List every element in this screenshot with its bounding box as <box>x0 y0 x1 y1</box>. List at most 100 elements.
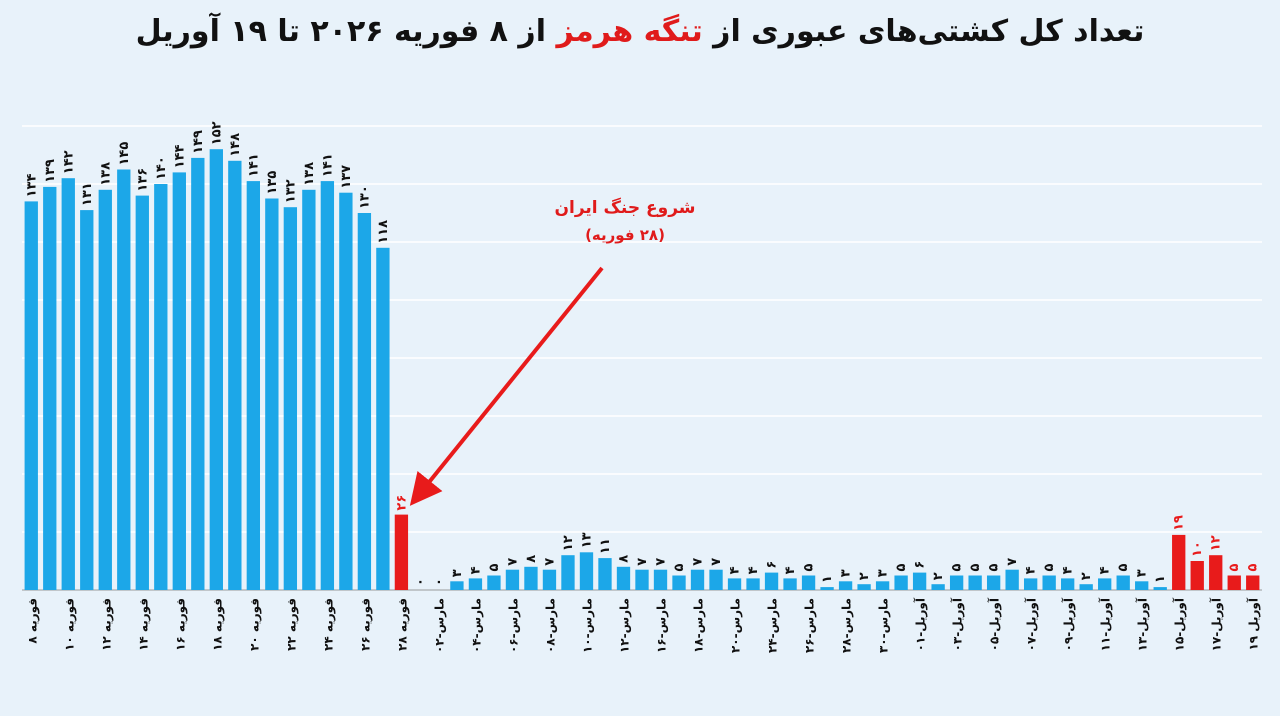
bar <box>746 578 760 590</box>
bar-value-label: ۱۴۸ <box>228 133 243 157</box>
bar <box>1023 578 1038 590</box>
bar <box>339 192 353 590</box>
bar <box>450 581 464 590</box>
bar-value-label: ۵ <box>487 564 502 572</box>
bar <box>61 178 75 590</box>
bar-value-label: ۱۳۹ <box>43 159 58 183</box>
bar <box>1042 575 1056 590</box>
bar-value-label: ۵ <box>950 564 965 572</box>
bar-value-label: ۱۳۴ <box>24 174 39 198</box>
bar <box>1246 575 1260 590</box>
bar-value-label: ۱۹ <box>1172 515 1187 531</box>
bar <box>1209 555 1223 590</box>
annotation-arrow <box>409 266 604 506</box>
bar <box>24 201 38 590</box>
bar-value-label: ۱۱ <box>598 538 613 554</box>
bar-value-label: ۱۵۲ <box>209 121 224 145</box>
bar <box>302 189 316 591</box>
bar-value-label: ۵ <box>672 564 687 572</box>
x-tick-label: ۱۵-آوریل <box>1172 597 1188 651</box>
bar <box>1227 575 1241 590</box>
annotation-line1: شروع جنگ ایران <box>554 198 696 218</box>
bar <box>690 569 705 590</box>
bar-value-label: ۵ <box>802 564 817 572</box>
bar <box>505 569 520 590</box>
bar-value-label: ۱۳۰ <box>357 185 372 209</box>
bar <box>265 198 279 590</box>
bar <box>968 575 982 590</box>
bar-value-label: ۳ <box>1135 569 1150 577</box>
bar <box>172 172 186 590</box>
bar-value-label: ۷ <box>709 558 724 566</box>
bar <box>135 195 149 590</box>
bar <box>1172 534 1186 590</box>
x-tick-label: ۱۷-آوریل <box>1209 597 1225 651</box>
bar-value-label: ۴ <box>1098 566 1113 574</box>
x-tick-label: ۱۸ فوریه <box>210 598 225 651</box>
x-tick-label: ۸ فوریه <box>25 598 40 644</box>
bar <box>875 581 890 590</box>
bar <box>561 555 575 590</box>
bar-value-label: ۸ <box>616 555 631 563</box>
bar <box>672 575 686 590</box>
bar-value-label: ۴ <box>1024 566 1039 574</box>
bar-value-label: ۳ <box>876 569 891 577</box>
bar <box>857 584 871 590</box>
bar <box>1079 584 1093 590</box>
bar-value-label: ۶ <box>765 561 780 569</box>
x-tick-label: ۲۲ فوریه <box>284 598 299 651</box>
x-tick-label: ۱۲-مارس <box>617 598 631 653</box>
x-tick-label: ۰۶-مارس <box>506 598 520 653</box>
bar-value-label: ۴ <box>728 566 743 574</box>
war-start-arrow <box>409 266 604 506</box>
title-part2: از ۸ فوریه ۲۰۲۶ تا ۱۹ آوریل <box>135 14 557 49</box>
bar-value-label: ۱۳ <box>579 532 594 548</box>
bar <box>1098 578 1112 590</box>
title-part1: تعداد کل کشتی‌های عبوری از <box>702 14 1145 49</box>
bar <box>524 566 538 590</box>
bar <box>320 181 335 590</box>
bar <box>468 578 483 590</box>
x-tick-label: ۱۴ فوریه <box>136 598 151 651</box>
x-tick-label: ۱۶-مارس <box>655 598 669 653</box>
bar-value-label: ۴ <box>1061 566 1076 574</box>
x-tick-label: ۰۵-آوریل <box>987 597 1003 651</box>
annotation: شروع جنگ ایران (۲۸ فوریه) <box>520 198 730 244</box>
x-tick-label: ۱۸-مارس <box>692 598 706 653</box>
bar-value-label: ۱۴۴ <box>172 145 187 169</box>
bar-value-label: ۳ <box>839 569 854 577</box>
bar-value-label: ۵ <box>1246 564 1261 572</box>
bar-value-label: ۱۴۰ <box>154 156 169 180</box>
chart-title: تعداد کل کشتی‌های عبوری از تنگه هرمز از … <box>0 14 1280 49</box>
bar <box>727 578 742 590</box>
bar-value-label: ۱۳۶ <box>135 168 150 192</box>
bar-value-label: ۴ <box>783 566 798 574</box>
x-tick-label: ۲۶ فوریه <box>358 598 373 651</box>
x-tick-label: ۲۰-مارس <box>729 598 743 653</box>
bar-value-label: ۷ <box>691 558 706 566</box>
bar <box>191 157 205 590</box>
bar <box>653 569 668 590</box>
x-tick-label: ۲۴ فوریه <box>321 598 336 651</box>
bar-value-label: ۵ <box>894 564 909 572</box>
bar <box>949 575 964 590</box>
bar <box>376 247 390 591</box>
bar-value-label: ۳ <box>450 569 465 577</box>
title-highlight: تنگه هرمز <box>556 14 703 49</box>
bar-value-label: ۵ <box>987 564 1002 572</box>
x-tick-label: ۲۴-مارس <box>766 598 780 653</box>
bar-value-label: ۱ <box>820 575 835 583</box>
bar-value-label: ۲۶ <box>394 495 409 511</box>
x-tick-label: ۰۳-آوریل <box>950 597 966 651</box>
gridlines <box>22 125 1262 591</box>
bar-value-label: ۱۱۸ <box>376 220 391 244</box>
bar <box>931 584 945 590</box>
bar-value-label: ۷ <box>542 558 557 566</box>
bar <box>912 572 927 590</box>
bar <box>246 181 261 590</box>
bar <box>357 213 372 590</box>
bar <box>1153 587 1167 590</box>
bar <box>986 575 1001 590</box>
bar-value-label: ۱۰ <box>1190 541 1205 557</box>
